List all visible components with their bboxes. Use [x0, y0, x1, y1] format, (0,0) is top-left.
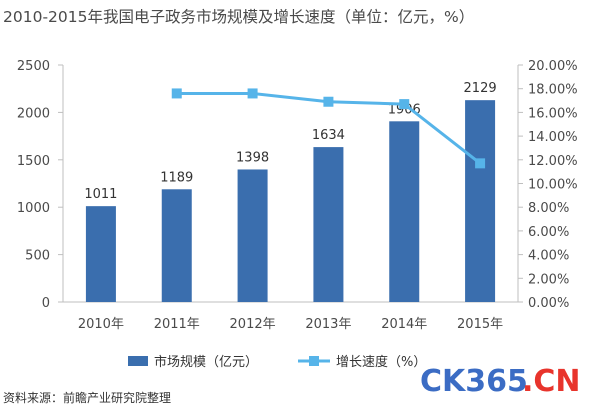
right-tick-label-1: 0.00%: [528, 296, 569, 311]
right-tick-label-11: 20.00%: [528, 59, 578, 74]
bar-1: [85, 206, 116, 302]
right-tick-label-6: 10.00%: [528, 178, 578, 193]
x-tick-3: 2012年: [230, 317, 276, 332]
x-tick-labels: 2010年 2011年 2012年 2013年 2014年 2015年: [78, 317, 503, 332]
x-tick-5: 2014年: [381, 317, 427, 332]
legend: 市场规模（亿元） 增长速度（%）: [128, 354, 426, 370]
bar-data-label-2: 1189: [160, 170, 193, 185]
legend-swatch-marker: [309, 356, 319, 366]
source-note: 资料来源：前瞻产业研究院整理: [3, 390, 171, 405]
x-tick-6: 2015年: [457, 317, 503, 332]
bar-4: [313, 147, 344, 302]
bar-data-label-3: 1398: [236, 150, 269, 165]
bar-data-label-1: 1011: [84, 187, 117, 202]
bar-6: [465, 100, 496, 302]
line-point-3: [247, 88, 258, 99]
left-tick-label-4: 1500: [17, 154, 50, 169]
legend-label-line: 增长速度（%）: [336, 354, 426, 370]
line-point-5: [399, 99, 410, 110]
line-point-4: [323, 96, 334, 107]
right-tick-label-7: 12.00%: [528, 154, 578, 169]
right-tick-label-10: 18.00%: [528, 83, 578, 98]
watermark-logo: CK365 .CN: [420, 364, 581, 399]
bar-data-labels: 1011 1189 1398 1634 1906 2129: [84, 81, 496, 202]
right-tick-label-5: 8.00%: [528, 201, 569, 216]
legend-swatch-bar: [128, 356, 148, 366]
right-tick-label-4: 6.00%: [528, 225, 569, 240]
left-tick-label-1: 0: [42, 296, 50, 311]
watermark-part2: .CN: [522, 364, 581, 399]
left-tick-label-2: 500: [25, 249, 50, 264]
right-tick-labels: 0.00% 2.00% 4.00% 6.00% 8.00% 10.00% 12.00% 14.…: [518, 59, 578, 311]
left-tick-label-3: 1000: [17, 201, 50, 216]
bar-data-label-4: 1634: [312, 128, 345, 143]
line-point-2: [171, 88, 182, 99]
bar-series: [85, 100, 496, 302]
watermark-part1: CK365: [420, 364, 528, 399]
bar-5: [389, 121, 420, 302]
chart-title: 2010-2015年我国电子政务市场规模及增长速度（单位：亿元，%）: [3, 8, 474, 26]
line-point-6: [475, 158, 486, 169]
x-tick-1: 2010年: [78, 317, 124, 332]
left-tick-labels: 0 500 1000 1500 2000 2500: [17, 59, 63, 311]
x-tick-2: 2011年: [154, 317, 200, 332]
bar-data-label-6: 2129: [464, 81, 497, 96]
right-tick-label-8: 14.00%: [528, 130, 578, 145]
right-tick-label-3: 4.00%: [528, 249, 569, 264]
bar-data-label-5: 1906: [388, 102, 421, 117]
line-series: [171, 88, 486, 169]
left-tick-label-5: 2000: [17, 106, 50, 121]
bar-2: [161, 189, 192, 302]
bar-3: [237, 169, 268, 302]
left-tick-label-6: 2500: [17, 59, 50, 74]
right-tick-label-9: 16.00%: [528, 106, 578, 121]
legend-label-bar: 市场规模（亿元）: [154, 354, 258, 370]
right-tick-label-2: 2.00%: [528, 272, 569, 287]
x-tick-4: 2013年: [305, 317, 351, 332]
